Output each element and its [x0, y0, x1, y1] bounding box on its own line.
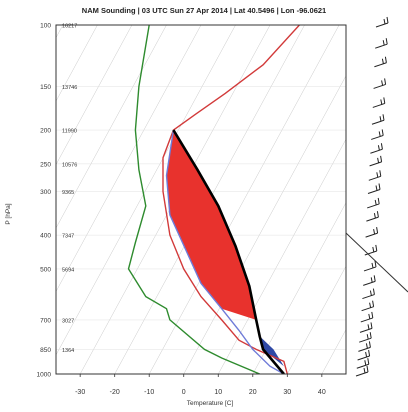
wind-barb	[368, 170, 382, 181]
chart-title: NAM Sounding | 03 UTC Sun 27 Apr 2014 | …	[82, 6, 326, 15]
height-label: 16217	[62, 24, 77, 30]
y-tick-label: 200	[40, 128, 51, 135]
y-axis-label: P [hPa]	[5, 203, 12, 224]
wind-barb	[362, 288, 375, 300]
height-label: 1364	[62, 348, 74, 354]
cape-shading	[166, 130, 257, 320]
isotherm-line	[287, 265, 346, 374]
wind-barb	[358, 341, 371, 352]
wind-barb	[363, 260, 377, 272]
y-tick-label: 300	[40, 189, 51, 196]
isotherm-line	[321, 329, 346, 374]
series-line	[165, 129, 285, 374]
y-tick-label: 500	[40, 266, 51, 273]
y-axis: 100 16217 150 13746 200 11990 250 10576 300 9365 4…	[37, 23, 78, 379]
wind-barb	[363, 275, 376, 286]
isotherm-line	[56, 25, 236, 356]
wind-barb	[366, 211, 379, 222]
plot-frame	[55, 24, 347, 375]
y-tick-label: 400	[40, 233, 51, 240]
isotherm-line	[56, 25, 167, 229]
shading-layer	[166, 130, 284, 367]
isotherm-line	[183, 75, 346, 374]
profile-lines-layer	[127, 25, 300, 374]
isotherm-line	[0, 25, 28, 374]
wind-barb	[357, 349, 371, 361]
y-tick-label: 250	[40, 161, 51, 168]
wind-barb	[373, 78, 387, 89]
series-line	[172, 129, 285, 374]
x-tick-label: -20	[110, 389, 120, 396]
isotherm-line	[356, 25, 408, 374]
x-tick-label: -10	[144, 389, 154, 396]
wind-barb	[365, 227, 379, 238]
wind-barb	[360, 311, 374, 323]
side-panel-edge	[345, 232, 408, 293]
wind-barb	[371, 129, 384, 140]
x-tick-label: 0	[182, 389, 186, 396]
wind-barbs	[355, 16, 389, 377]
x-tick-label: 10	[214, 389, 222, 396]
height-label: 10576	[62, 162, 77, 168]
x-tick-label: 30	[283, 389, 291, 396]
y-tick-label: 150	[40, 84, 51, 91]
height-label: 13746	[62, 85, 77, 91]
wind-barb	[369, 155, 383, 167]
height-label: 5694	[62, 267, 74, 273]
y-tick-label: 1000	[37, 372, 52, 379]
x-tick-label: 20	[249, 389, 257, 396]
isotherm-line	[391, 25, 408, 374]
series-line	[127, 25, 260, 374]
wind-barb	[356, 358, 370, 369]
wind-barb	[361, 300, 375, 312]
isotherm-line	[252, 202, 346, 374]
wind-barb	[372, 97, 386, 108]
height-label: 7347	[62, 234, 74, 240]
wind-barb	[375, 38, 388, 49]
x-tick-label: 40	[318, 389, 326, 396]
height-label: 11990	[62, 129, 77, 135]
x-axis: -30 -20 -10 0 10 20 30 40	[75, 374, 326, 396]
y-tick-label: 850	[40, 347, 51, 354]
wind-barb	[367, 183, 381, 194]
wind-barb	[364, 244, 378, 256]
x-axis-label: Temperature [C]	[187, 400, 234, 407]
isotherm-line	[56, 25, 202, 293]
isotherm-line	[56, 25, 64, 39]
y-tick-label: 100	[40, 23, 51, 30]
isotherm-line	[56, 25, 133, 166]
wind-barb	[374, 56, 387, 68]
height-label: 9365	[62, 190, 74, 196]
wind-barb	[359, 322, 373, 333]
wind-barb	[359, 332, 372, 343]
x-tick-label: -30	[75, 389, 85, 396]
wind-barb	[370, 143, 383, 154]
height-label: 3027	[62, 318, 74, 324]
isotherm-line	[148, 25, 340, 374]
wind-barb	[375, 16, 389, 28]
wind-barb	[355, 365, 369, 377]
wind-barb	[371, 114, 385, 125]
wind-barb	[367, 197, 380, 209]
y-tick-label: 700	[40, 317, 51, 324]
isotherm-line	[56, 25, 98, 102]
